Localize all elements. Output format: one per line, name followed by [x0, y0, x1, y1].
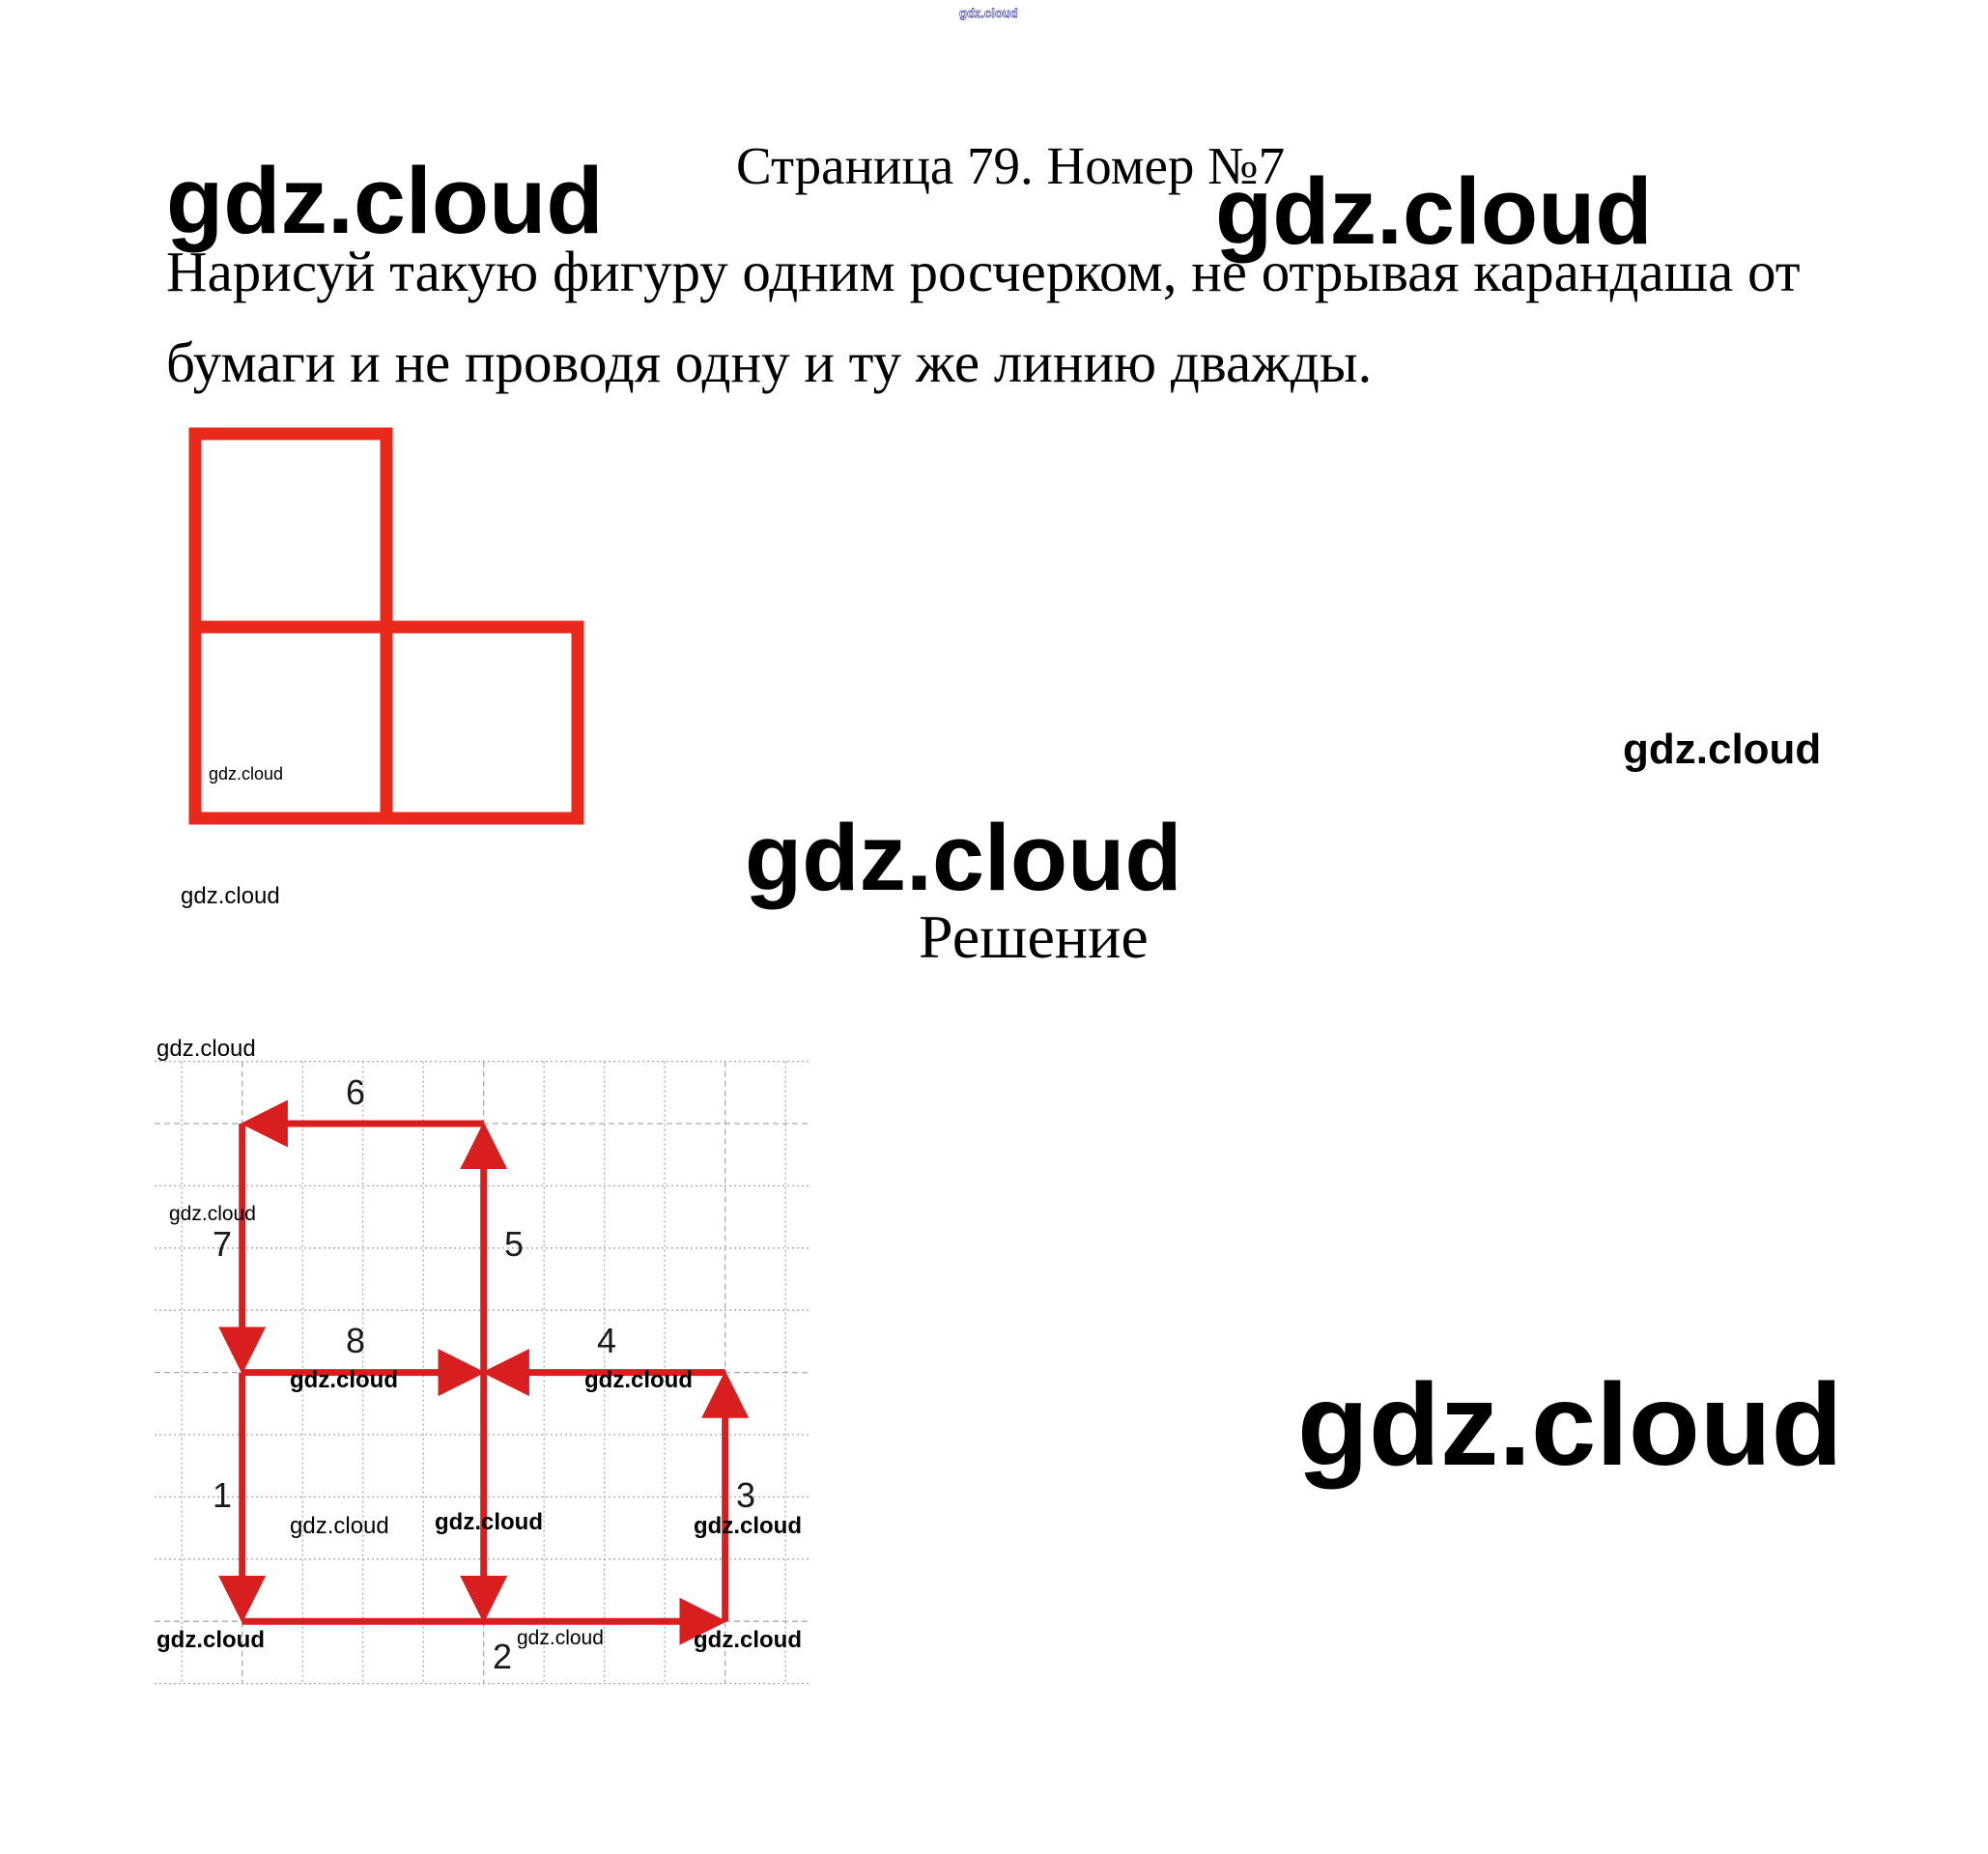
svg-text:2: 2 [493, 1637, 512, 1676]
svg-text:4: 4 [597, 1321, 616, 1360]
svg-text:1: 1 [213, 1475, 232, 1515]
svg-text:8: 8 [346, 1321, 365, 1360]
svg-text:3: 3 [736, 1475, 755, 1515]
svg-text:5: 5 [504, 1224, 524, 1264]
svg-text:6: 6 [346, 1072, 365, 1112]
svg-text:7: 7 [213, 1224, 232, 1264]
